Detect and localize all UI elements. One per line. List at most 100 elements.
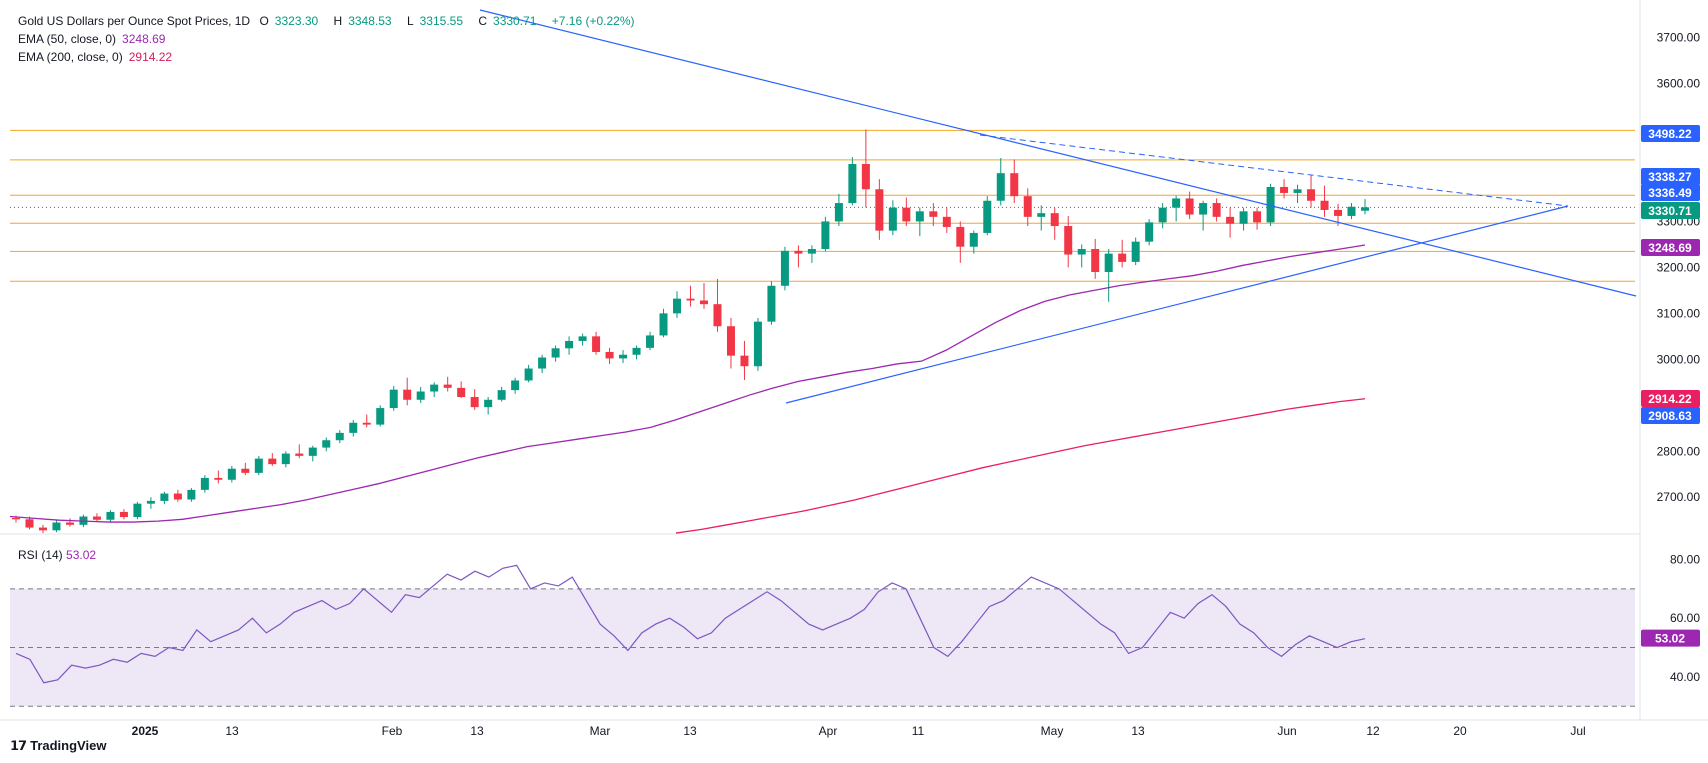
candle-body (1077, 249, 1086, 255)
price-tick: 2800.00 (1657, 444, 1701, 458)
candle-body (1118, 253, 1127, 262)
price-tick: 3600.00 (1657, 77, 1701, 91)
price-tick: 3700.00 (1657, 31, 1701, 45)
time-tick: Apr (819, 724, 838, 738)
rsi-pane (10, 564, 1635, 707)
candle-body (1091, 249, 1100, 272)
candle-body (241, 468, 250, 473)
candle-body (1280, 186, 1289, 193)
price-tag-label: 3338.27 (1648, 170, 1692, 184)
time-tick: 11 (912, 724, 925, 738)
candle-body (524, 368, 533, 381)
candle-body (619, 354, 628, 359)
open-value: 3323.30 (274, 14, 319, 28)
candle-body (1307, 189, 1316, 201)
candle-body (538, 357, 547, 369)
change-value: +7.16 (+0.22%) (551, 14, 635, 28)
candle-body (929, 211, 938, 217)
price-tag (1641, 390, 1700, 407)
rsi-tick: 60.00 (1670, 611, 1700, 625)
candle-body (956, 226, 965, 247)
candle-body (403, 389, 412, 400)
time-tick: 20 (1453, 724, 1467, 738)
candle-body (875, 189, 884, 231)
price-tag-label: 3248.69 (1648, 241, 1692, 255)
ema50-legend[interactable]: EMA (50, close, 0) 3248.69 (18, 32, 171, 46)
candle-body (1334, 209, 1343, 216)
price-tick: 3000.00 (1657, 352, 1701, 366)
candle-body (1212, 203, 1221, 217)
low-label: L (406, 14, 414, 28)
candle-body (699, 300, 708, 305)
rsi-tag-label: 53.02 (1655, 632, 1685, 646)
brand-name: TradingView (30, 738, 107, 753)
candle-body (295, 453, 304, 456)
candle-body (92, 516, 101, 520)
candle-body (308, 447, 317, 456)
candle-body (659, 313, 668, 336)
candle-body (565, 340, 574, 349)
candle-body (160, 493, 169, 501)
candle-body (416, 391, 425, 400)
rsi-tag (1641, 629, 1700, 647)
high-value: 3348.53 (348, 14, 392, 28)
candle-body (969, 232, 978, 247)
candle-body (1347, 206, 1356, 216)
candle-body (1226, 216, 1235, 224)
overlays (9, 9, 1637, 534)
price-tag (1641, 168, 1700, 185)
price-tag (1641, 184, 1700, 201)
ascending-trendline (785, 205, 1569, 404)
candle-body (902, 207, 911, 222)
candle-body (25, 519, 34, 528)
candle-body (726, 326, 735, 356)
candle-body (430, 384, 439, 392)
candle-body (646, 335, 655, 348)
price-tag-label: 2914.22 (1648, 392, 1692, 406)
ema50-label: EMA (50, close, 0) (18, 32, 117, 46)
candle-body (146, 500, 155, 504)
price-axis: 3700.003600.003500.003400.003300.003200.… (1641, 31, 1700, 684)
candle-body (12, 517, 20, 520)
time-tick: 13 (225, 724, 239, 738)
time-tick: 2025 (132, 724, 159, 738)
price-tag-label: 3336.49 (1648, 186, 1692, 200)
price-tick: 2700.00 (1657, 490, 1701, 504)
candle-body (187, 489, 196, 500)
time-tick: 12 (1366, 724, 1380, 738)
rsi-line (15, 564, 1366, 684)
candle-body (1023, 196, 1032, 217)
candle-body (794, 250, 803, 254)
candle-body (1064, 226, 1073, 255)
close-value: 3330.71 (493, 14, 537, 28)
candle-body (753, 321, 762, 367)
tradingview-brand[interactable]: 𝟭𝟳 TradingView (10, 738, 106, 754)
candle-body (686, 298, 695, 301)
open-label: O (259, 14, 269, 28)
time-tick: 13 (683, 724, 697, 738)
symbol-legend[interactable]: Gold US Dollars per Ounce Spot Prices, 1… (18, 14, 641, 28)
time-tick: Feb (382, 724, 403, 738)
candle-body (173, 493, 182, 500)
time-axis: 2025 13 Feb 13 Mar 13 Apr 11 May 13 Jun 12 20 Jul (132, 724, 1586, 738)
time-tick: Jun (1277, 724, 1296, 738)
time-tick: Jul (1570, 724, 1585, 738)
candle-body (740, 355, 749, 367)
candle-body (578, 336, 587, 341)
candle-body (1185, 198, 1194, 215)
ema200-legend[interactable]: EMA (200, close, 0) 2914.22 (18, 50, 178, 64)
candle-body (511, 380, 520, 391)
candle-body (1199, 203, 1208, 215)
candle-body (713, 304, 722, 327)
rsi-legend[interactable]: RSI (14) 53.02 (18, 548, 96, 562)
candle-body (1293, 189, 1302, 193)
candle-body (443, 384, 452, 388)
candle-body (861, 163, 870, 190)
candle-body (362, 422, 371, 425)
candle-body (254, 458, 263, 473)
low-value: 3315.55 (419, 14, 464, 28)
rsi-tick: 40.00 (1670, 670, 1700, 684)
price-tag-label: 3498.22 (1648, 127, 1692, 141)
candle-body (632, 347, 641, 355)
